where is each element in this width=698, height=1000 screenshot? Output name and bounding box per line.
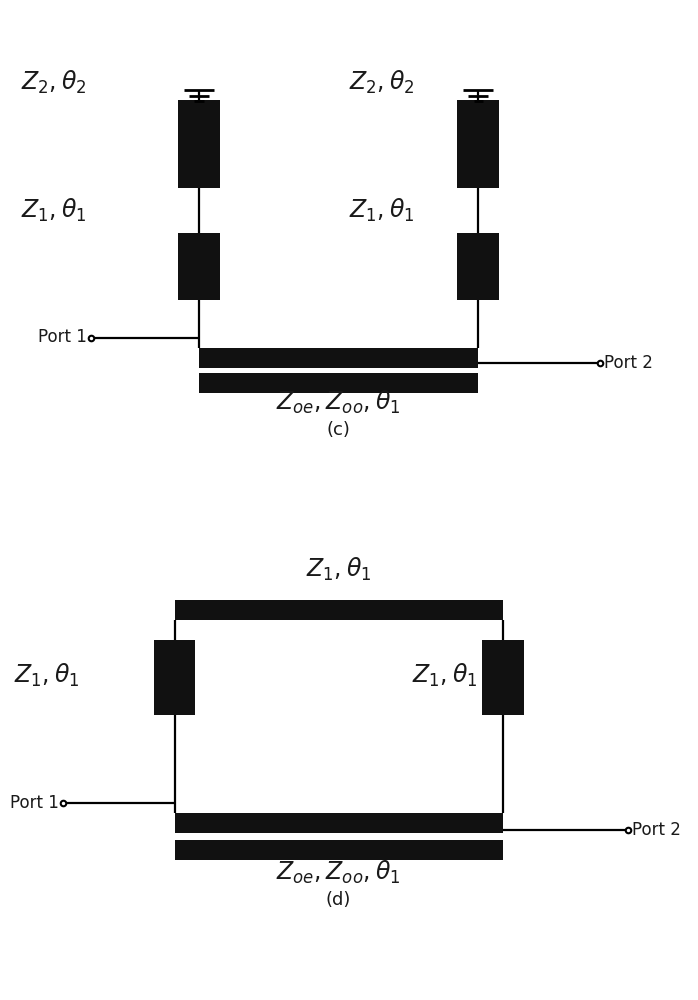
Text: $Z_1,\theta_1$: $Z_1,\theta_1$: [14, 661, 80, 689]
Bar: [178, 232, 220, 300]
Text: (d): (d): [326, 891, 351, 909]
Text: Port 2: Port 2: [632, 821, 681, 839]
Bar: [154, 640, 195, 715]
Bar: [174, 600, 503, 620]
Text: $Z_1,\theta_1$: $Z_1,\theta_1$: [412, 661, 477, 689]
Text: (c): (c): [327, 421, 350, 439]
Text: $Z_2,\theta_2$: $Z_2,\theta_2$: [349, 69, 415, 96]
Bar: [199, 348, 478, 367]
Bar: [174, 812, 503, 832]
Text: $Z_1,\theta_1$: $Z_1,\theta_1$: [306, 555, 371, 583]
Bar: [457, 232, 499, 300]
Bar: [482, 640, 524, 715]
Text: $Z_{oe},Z_{oo},\theta_1$: $Z_{oe},Z_{oo},\theta_1$: [276, 859, 401, 886]
Text: $Z_1,\theta_1$: $Z_1,\theta_1$: [21, 196, 87, 224]
Bar: [178, 100, 220, 188]
Text: Port 1: Port 1: [38, 328, 87, 347]
Text: $Z_{oe},Z_{oo},\theta_1$: $Z_{oe},Z_{oo},\theta_1$: [276, 389, 401, 416]
Text: Port 1: Port 1: [10, 794, 59, 812]
Text: $Z_2,\theta_2$: $Z_2,\theta_2$: [21, 69, 87, 96]
Bar: [199, 372, 478, 392]
Text: Port 2: Port 2: [604, 354, 653, 371]
Bar: [174, 840, 503, 860]
Bar: [457, 100, 499, 188]
Text: $Z_1,\theta_1$: $Z_1,\theta_1$: [349, 196, 415, 224]
